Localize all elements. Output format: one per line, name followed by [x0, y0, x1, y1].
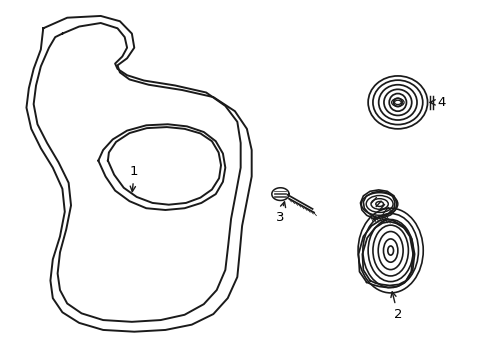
- Text: 3: 3: [275, 202, 285, 224]
- Text: 1: 1: [130, 165, 138, 192]
- Text: 4: 4: [429, 96, 445, 109]
- Text: 2: 2: [390, 292, 401, 321]
